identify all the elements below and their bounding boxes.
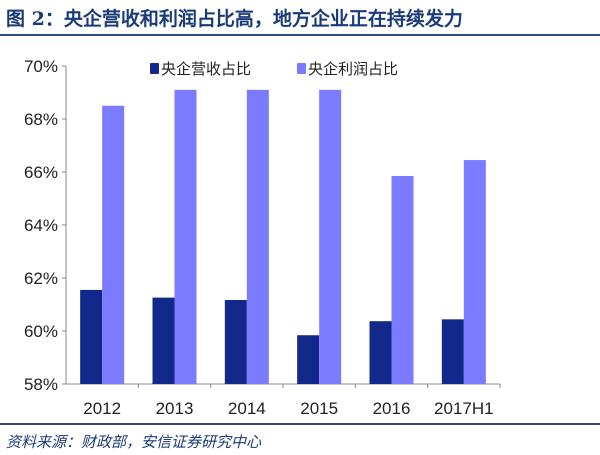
figure-title: 图 2：央企营收和利润占比高，地方企业正在持续发力 — [6, 8, 463, 30]
legend-label-0: 央企营收占比 — [161, 60, 251, 78]
x-tick-label: 2017H1 — [434, 399, 494, 418]
legend-swatch-0 — [150, 63, 159, 74]
y-tick-label: 68% — [24, 110, 58, 129]
bar-profit-2017H1 — [463, 160, 486, 384]
x-tick-label: 2012 — [83, 399, 121, 418]
bar-profit-2012 — [102, 105, 125, 384]
bar-profit-2016 — [391, 175, 414, 384]
y-tick-label: 62% — [24, 269, 58, 288]
bar-revenue-2015 — [297, 335, 320, 384]
bar-revenue-2012 — [80, 289, 103, 384]
source-divider — [0, 423, 600, 425]
bar-profit-2014 — [246, 89, 269, 384]
x-tick-label: 2014 — [228, 399, 266, 418]
x-tick-label: 2016 — [373, 399, 411, 418]
title-divider — [0, 34, 600, 36]
y-tick-label: 58% — [24, 375, 58, 394]
y-tick-label: 60% — [24, 322, 58, 341]
y-tick-label: 70% — [24, 57, 58, 76]
source-note: 资料来源：财政部，安信证券研究中心 — [6, 433, 262, 451]
bar-profit-2015 — [319, 89, 342, 384]
bar-revenue-2017H1 — [441, 319, 464, 384]
bar-revenue-2016 — [369, 321, 392, 384]
bar-profit-2013 — [174, 89, 197, 384]
bar-revenue-2014 — [224, 299, 247, 384]
y-tick-label: 66% — [24, 163, 58, 182]
legend-swatch-1 — [297, 63, 306, 74]
bar-revenue-2013 — [152, 297, 175, 384]
legend-label-1: 央企利润占比 — [308, 60, 398, 78]
x-tick-label: 2015 — [300, 399, 338, 418]
y-tick-label: 64% — [24, 216, 58, 235]
x-tick-label: 2013 — [156, 399, 194, 418]
